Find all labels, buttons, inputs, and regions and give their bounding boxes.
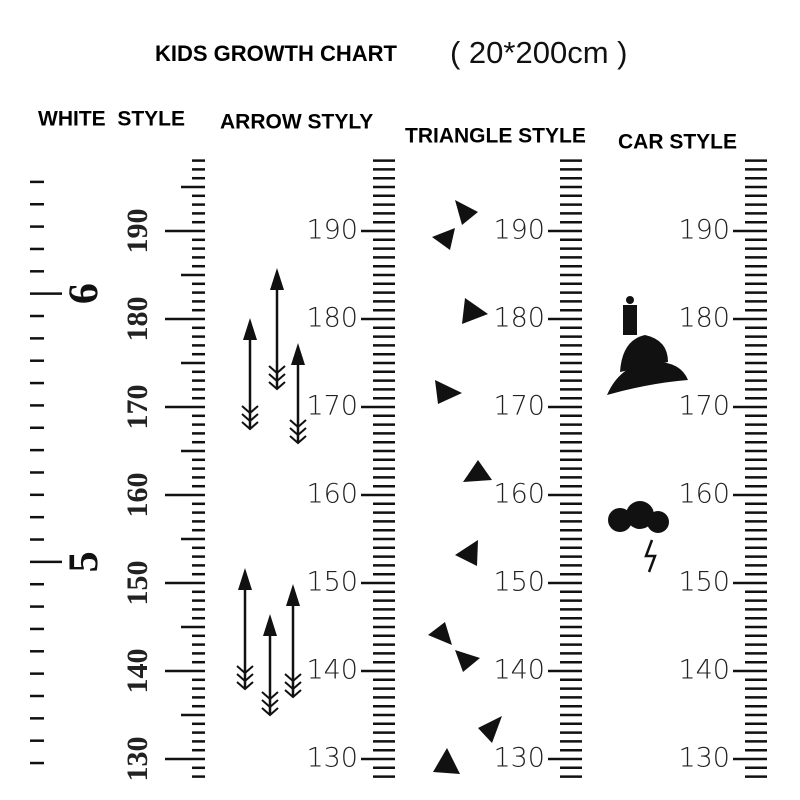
cm-label: 160 — [678, 479, 730, 510]
arrow-icon — [241, 421, 259, 431]
title: KIDS GROWTH CHART — [155, 41, 398, 66]
cm-label: 170 — [121, 385, 154, 430]
triangle-icon — [455, 650, 480, 672]
car-icon — [626, 296, 634, 304]
ft-label: 5 — [62, 551, 108, 572]
cm-label: 160 — [121, 473, 154, 518]
cm-label: 190 — [678, 215, 730, 246]
cm-label: 140 — [121, 649, 154, 694]
cm-label: 130 — [306, 743, 358, 774]
cm-label: 180 — [678, 303, 730, 334]
cm-label: 140 — [678, 655, 730, 686]
style-label: WHITE STYLE — [38, 108, 185, 131]
cm-label: 130 — [678, 743, 730, 774]
cm-label: 140 — [306, 655, 358, 686]
cm-label: 130 — [121, 737, 154, 782]
cm-label: 190 — [493, 215, 545, 246]
triangle-icon — [455, 540, 478, 566]
arrow-icon — [268, 381, 286, 391]
arrow-icon — [270, 268, 284, 290]
arrow-icon — [236, 665, 254, 675]
arrow-icon — [289, 435, 307, 445]
cm-label: 180 — [493, 303, 545, 334]
arrow-icon — [261, 691, 279, 701]
arrow-icon — [268, 365, 286, 375]
cm-label: 170 — [493, 391, 545, 422]
cm-label: 170 — [306, 391, 358, 422]
decorations — [236, 200, 688, 774]
style-label: ARROW STYLY — [220, 111, 373, 134]
cm-label: 180 — [121, 297, 154, 342]
arrow-icon — [284, 689, 302, 699]
arrow-icon — [241, 413, 259, 423]
triangle-icon — [462, 298, 488, 324]
cloud-icon — [647, 511, 669, 533]
car-icon — [607, 361, 688, 395]
triangle-icon — [428, 622, 452, 645]
style-label: CAR STYLE — [618, 131, 737, 154]
car-icon — [623, 305, 637, 335]
cm-label: 180 — [306, 303, 358, 334]
triangle-icon — [435, 380, 462, 404]
arrow-icon — [236, 681, 254, 691]
cm-label: 160 — [306, 479, 358, 510]
arrow-icon — [263, 614, 277, 636]
triangle-icon — [463, 460, 492, 482]
triangle-icon — [455, 200, 478, 225]
triangle-icon — [432, 228, 455, 250]
arrow-icon — [236, 673, 254, 683]
cm-label: 150 — [678, 567, 730, 598]
cm-label: 150 — [306, 567, 358, 598]
car-icon — [620, 335, 668, 372]
arrow-icon — [286, 584, 300, 606]
cloud-icon — [608, 508, 632, 532]
arrow-icon — [289, 419, 307, 429]
style-label: TRIANGLE STYLE — [405, 125, 586, 148]
cm-label: 130 — [493, 743, 545, 774]
ft-label: 6 — [62, 283, 108, 304]
size-label: ( 20*200cm ) — [450, 35, 627, 70]
arrow-icon — [261, 707, 279, 717]
cm-label: 190 — [121, 209, 154, 254]
cm-label: 140 — [493, 655, 545, 686]
lightning-icon — [644, 539, 657, 573]
cm-label: 150 — [493, 567, 545, 598]
arrow-icon — [268, 373, 286, 383]
arrow-icon — [261, 699, 279, 709]
triangle-icon — [478, 716, 502, 743]
arrow-icon — [241, 405, 259, 415]
arrow-icon — [289, 427, 307, 437]
cm-label: 190 — [306, 215, 358, 246]
cm-label: 170 — [678, 391, 730, 422]
triangle-icon — [433, 748, 460, 774]
arrow-icon — [291, 343, 305, 365]
cm-label: 150 — [121, 561, 154, 606]
arrow-icon — [243, 318, 257, 340]
arrow-icon — [238, 568, 252, 590]
cm-label: 160 — [493, 479, 545, 510]
arrow-icon — [284, 673, 302, 683]
arrow-icon — [284, 681, 302, 691]
